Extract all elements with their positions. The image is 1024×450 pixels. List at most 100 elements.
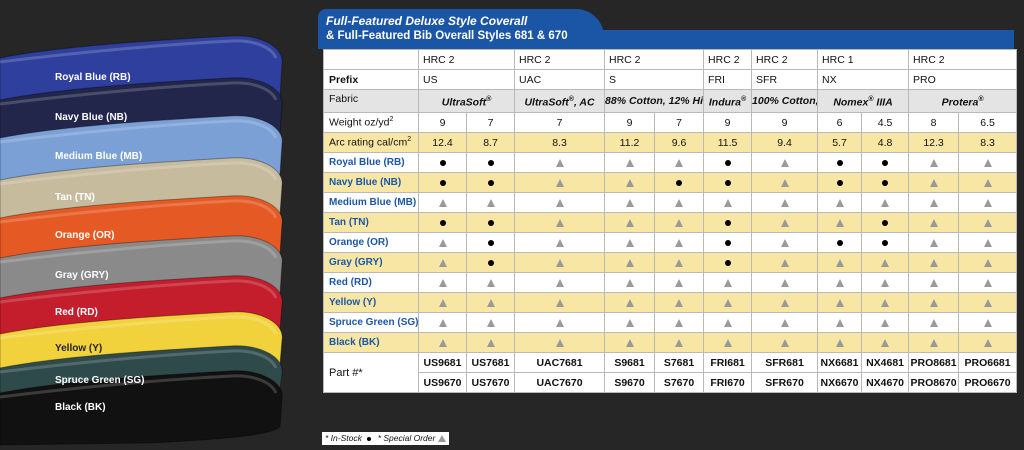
availability-cell <box>817 232 863 253</box>
triangle-icon <box>555 198 564 207</box>
availability-cell <box>604 332 656 353</box>
weight-cell: 6.5 <box>958 112 1018 133</box>
availability-cell <box>418 152 467 173</box>
triangle-icon <box>555 238 564 247</box>
triangle-icon <box>780 278 789 287</box>
weight-cell: 9 <box>418 112 467 133</box>
availability-cell <box>908 232 960 253</box>
triangle-icon <box>438 238 447 247</box>
hrc-cell: HRC 2 <box>703 49 753 70</box>
availability-cell <box>751 272 819 293</box>
weight-cell: 7 <box>514 112 606 133</box>
swatch-label-tan: Tan (TN) <box>55 192 95 203</box>
availability-cell <box>604 312 656 333</box>
availability-cell <box>418 272 467 293</box>
arc-cell: 8.3 <box>958 132 1018 153</box>
triangle-icon <box>625 258 634 267</box>
availability-cell <box>654 312 705 333</box>
triangle-icon <box>625 158 634 167</box>
fabric-fold-highlight <box>0 239 278 264</box>
dot-icon <box>836 179 843 186</box>
part-cell: PRO8681 <box>908 352 960 373</box>
triangle-icon <box>675 278 684 287</box>
arc-cell: 12.4 <box>418 132 467 153</box>
triangle-icon <box>555 338 564 347</box>
swatch-label-black: Black (BK) <box>55 402 106 413</box>
fabric-fold-highlight <box>0 349 278 374</box>
availability-cell <box>654 232 705 253</box>
availability-cell <box>418 312 467 333</box>
availability-cell <box>418 332 467 353</box>
part-cell: UAC7670 <box>514 372 606 393</box>
dot-icon <box>882 239 889 246</box>
availability-cell <box>604 232 656 253</box>
weight-cell: 9 <box>751 112 819 133</box>
fabric-row-header: Fabric <box>323 89 419 113</box>
part-cell: FRI670 <box>703 372 753 393</box>
availability-cell <box>703 212 753 233</box>
availability-cell <box>604 192 656 213</box>
triangle-icon <box>723 278 732 287</box>
triangle-icon <box>881 278 890 287</box>
availability-cell <box>958 252 1018 273</box>
fabric-fold-highlight <box>0 199 278 224</box>
triangle-icon <box>780 258 789 267</box>
triangle-icon <box>983 198 992 207</box>
availability-cell <box>654 172 705 193</box>
availability-cell <box>418 192 467 213</box>
availability-cell <box>861 272 910 293</box>
availability-cell <box>958 192 1018 213</box>
availability-cell <box>654 332 705 353</box>
color-row: Royal Blue (RB) <box>323 152 1018 173</box>
hrc-cell: HRC 2 <box>751 49 819 70</box>
color-row-header: Orange (OR) <box>323 232 419 253</box>
arc-cell: 9.6 <box>654 132 705 153</box>
availability-cell <box>604 272 656 293</box>
arc-cell: 5.7 <box>817 132 863 153</box>
triangle-icon <box>881 258 890 267</box>
triangle-icon <box>625 238 634 247</box>
part-cell: US7681 <box>465 352 516 373</box>
triangle-icon <box>486 338 495 347</box>
availability-cell <box>751 332 819 353</box>
arc-cell: 11.2 <box>604 132 656 153</box>
availability-cell <box>817 212 863 233</box>
triangle-icon <box>929 318 938 327</box>
availability-cell <box>861 252 910 273</box>
hrc-cell: HRC 2 <box>417 49 516 70</box>
availability-cell <box>861 212 910 233</box>
triangle-icon <box>929 298 938 307</box>
dot-icon <box>487 259 494 266</box>
triangle-icon <box>723 198 732 207</box>
color-row: Black (BK) <box>323 332 1018 353</box>
availability-cell <box>465 252 516 273</box>
triangle-icon <box>780 338 789 347</box>
availability-cell <box>958 292 1018 313</box>
availability-cell <box>751 192 819 213</box>
triangle-icon <box>835 198 844 207</box>
availability-cell <box>654 152 705 173</box>
color-row-header: Black (BK) <box>323 332 419 353</box>
prefix-cell: FRI <box>703 69 753 90</box>
legend-in-stock-label: * In-Stock <box>325 433 362 443</box>
hrc-cell: HRC 2 <box>604 49 705 70</box>
triangle-icon <box>625 298 634 307</box>
triangle-icon <box>675 238 684 247</box>
triangle-icon <box>555 178 564 187</box>
hrc-cell: HRC 2 <box>514 49 606 70</box>
triangle-icon <box>625 218 634 227</box>
availability-cell <box>958 172 1018 193</box>
triangle-icon <box>555 258 564 267</box>
swatch-label-red: Red (RD) <box>55 307 98 318</box>
triangle-icon <box>780 238 789 247</box>
dot-icon <box>836 239 843 246</box>
fabric-cell: Protera® <box>908 89 1018 113</box>
part-row-header: Part #* <box>323 352 419 393</box>
fabric-fold-highlight <box>0 161 278 186</box>
triangle-icon <box>438 338 447 347</box>
triangle-icon <box>555 318 564 327</box>
triangle-icon <box>486 198 495 207</box>
availability-cell <box>514 232 606 253</box>
triangle-icon <box>983 218 992 227</box>
availability-cell <box>465 272 516 293</box>
